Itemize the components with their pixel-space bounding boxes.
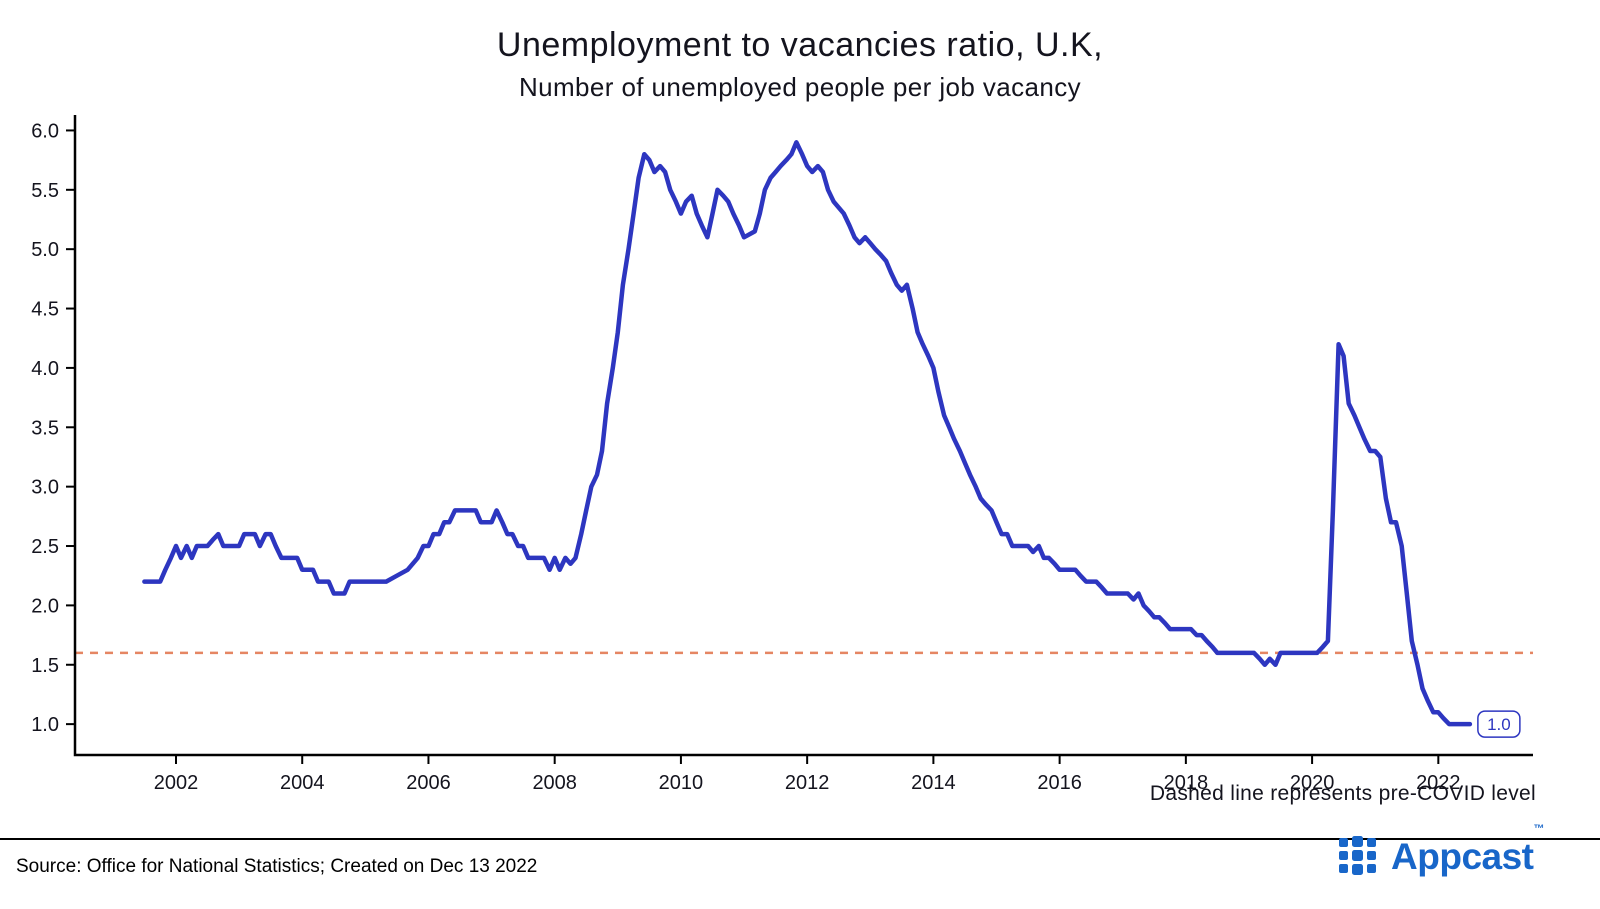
- source-attribution: Source: Office for National Statistics; …: [16, 856, 538, 877]
- x-tick-label: 2014: [911, 772, 956, 794]
- y-tick-label: 4.0: [31, 358, 59, 380]
- x-tick-label: 2002: [154, 772, 199, 794]
- chart-subtitle: Number of unemployed people per job vaca…: [518, 72, 1082, 102]
- y-tick-label: 1.0: [31, 714, 59, 736]
- y-tick-label: 2.0: [31, 595, 59, 617]
- y-tick-label: 1.5: [31, 655, 59, 677]
- end-value-label-box: [1477, 710, 1521, 738]
- trademark-symbol: ™: [1533, 822, 1545, 835]
- line-chart-plot: 1.0 1.5 2.0 2.5 3.0 3.5 4.0 4.5 5.0 5.5 6.0 2002 200…: [31, 115, 1533, 794]
- axis-lines: [73, 115, 1533, 757]
- x-tick-label: 2022: [1416, 772, 1461, 794]
- y-tick-label: 6.0: [31, 120, 59, 142]
- dashed-line-annotation: Dashed line represents pre-COVID level: [1149, 782, 1536, 805]
- y-tick-label: 5.5: [31, 180, 59, 202]
- x-tick-label: 2018: [1164, 772, 1209, 794]
- chart-title: Unemployment to vacancies ratio, U.K,: [496, 26, 1104, 64]
- x-tick-label: 2012: [785, 772, 830, 794]
- x-tick-label: 2010: [659, 772, 704, 794]
- ratio-line-series: [142, 140, 1473, 727]
- appcast-grid-icon: [1339, 836, 1377, 875]
- x-tick-label: 2020: [1290, 772, 1335, 794]
- footer-divider: [0, 838, 1600, 840]
- x-tick-label: 2016: [1037, 772, 1082, 794]
- y-tick-label: 3.5: [31, 417, 59, 439]
- y-tick-label: 3.0: [31, 477, 59, 499]
- y-tick-label: 4.5: [31, 299, 59, 321]
- y-tick-label: 2.5: [31, 536, 59, 558]
- y-tick-label: 5.0: [31, 239, 59, 261]
- x-tick-label: 2006: [406, 772, 451, 794]
- appcast-wordmark: Appcast™: [1391, 822, 1544, 877]
- x-tick-label: 2004: [280, 772, 325, 794]
- x-tick-label: 2008: [532, 772, 577, 794]
- appcast-logo: Appcast™: [1337, 822, 1544, 878]
- end-value-label: 1.0: [1487, 715, 1511, 734]
